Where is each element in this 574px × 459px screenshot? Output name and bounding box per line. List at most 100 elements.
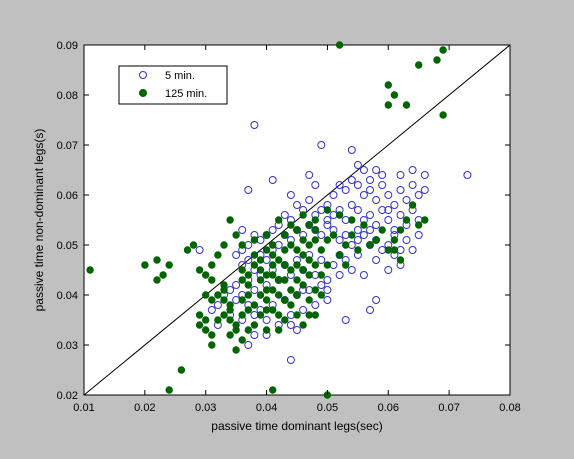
point-125-min (275, 216, 283, 224)
point-125-min (402, 216, 411, 224)
point-125-min (250, 236, 259, 244)
point-125-min (348, 216, 356, 224)
point-5-min (347, 201, 356, 209)
x-tick-label: 0.05 (317, 402, 338, 414)
point-125-min (275, 311, 283, 319)
point-5-min (335, 236, 344, 244)
point-5-min (384, 266, 393, 274)
point-125-min (299, 211, 307, 219)
point-125-min (153, 276, 161, 284)
point-125-min (262, 296, 271, 304)
point-125-min (256, 311, 265, 319)
point-5-min (207, 306, 216, 314)
point-125-min (384, 246, 392, 254)
legend-marker-5-min (139, 71, 147, 79)
point-5-min (293, 326, 301, 334)
y-axis-label: passive time non-dominant legs(s) (32, 129, 46, 312)
point-125-min (439, 46, 447, 54)
point-5-min (305, 171, 314, 179)
point-5-min (335, 271, 344, 279)
point-125-min (195, 321, 204, 329)
point-5-min (323, 221, 332, 229)
data-points-layer (86, 41, 472, 399)
point-5-min (286, 191, 295, 199)
point-125-min (244, 326, 253, 334)
y-tick-label: 0.02 (57, 390, 78, 402)
point-5-min (463, 171, 472, 179)
point-5-min (286, 356, 295, 364)
point-5-min (250, 121, 259, 129)
point-125-min (238, 276, 246, 284)
point-125-min (269, 306, 277, 314)
point-5-min (359, 271, 368, 279)
point-125-min (305, 241, 313, 249)
point-5-min (353, 226, 362, 234)
point-5-min (366, 226, 374, 234)
point-5-min (317, 231, 326, 239)
point-125-min (305, 271, 313, 279)
point-125-min (408, 201, 417, 209)
point-125-min (202, 326, 210, 334)
point-5-min (396, 186, 405, 194)
point-5-min (347, 146, 356, 154)
point-125-min (195, 266, 204, 274)
point-5-min (372, 221, 381, 229)
y-tick-label: 0.07 (57, 140, 78, 152)
point-5-min (238, 226, 247, 234)
point-125-min (220, 311, 228, 319)
point-125-min (342, 261, 350, 269)
point-125-min (269, 241, 277, 249)
point-5-min (378, 206, 387, 214)
point-5-min (323, 276, 332, 284)
point-125-min (384, 101, 392, 109)
legend: 5 min. 125 min. (118, 65, 228, 105)
point-5-min (232, 251, 241, 259)
point-125-min (421, 216, 429, 224)
point-125-min (293, 311, 301, 319)
point-125-min (390, 91, 399, 99)
point-5-min (420, 171, 429, 179)
point-125-min (287, 221, 295, 229)
point-5-min (244, 341, 253, 349)
x-tick-label: 0.06 (378, 402, 399, 414)
y-tick-label: 0.03 (57, 340, 78, 352)
point-5-min (213, 301, 222, 309)
point-125-min (293, 246, 301, 254)
point-5-min (244, 186, 253, 194)
point-5-min (341, 186, 350, 194)
point-5-min (353, 181, 362, 189)
point-125-min (293, 261, 301, 269)
point-125-min (159, 271, 167, 279)
point-125-min (311, 286, 319, 294)
point-5-min (408, 246, 417, 254)
point-125-min (256, 276, 265, 284)
point-125-min (299, 236, 307, 244)
point-5-min (378, 181, 387, 189)
point-125-min (256, 266, 265, 274)
point-5-min (372, 166, 381, 174)
point-125-min (256, 256, 265, 264)
point-125-min (238, 266, 246, 274)
point-5-min (353, 236, 362, 244)
point-125-min (342, 241, 350, 249)
point-125-min (226, 331, 234, 339)
point-5-min (378, 171, 387, 179)
point-5-min (353, 161, 362, 169)
point-125-min (415, 61, 423, 69)
point-125-min (208, 296, 216, 304)
point-125-min (305, 221, 313, 229)
point-125-min (214, 291, 222, 299)
legend-label-125-min: 125 min. (165, 88, 207, 100)
x-tick-label: 0.08 (499, 402, 520, 414)
point-5-min (311, 301, 320, 309)
point-125-min (232, 326, 240, 334)
x-tick-label: 0.04 (256, 402, 277, 414)
point-125-min (275, 326, 283, 334)
point-125-min (281, 246, 289, 254)
point-125-min (238, 336, 246, 344)
point-125-min (281, 261, 289, 269)
point-125-min (269, 271, 277, 279)
point-125-min (250, 321, 259, 329)
point-125-min (238, 241, 246, 249)
point-125-min (208, 331, 216, 339)
